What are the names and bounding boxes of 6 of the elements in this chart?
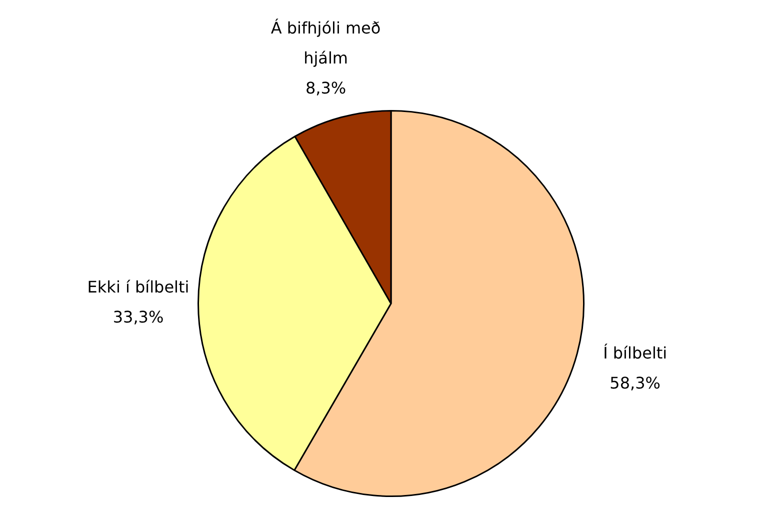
data-label: 33,3% <box>112 307 164 326</box>
slice-label: Ekki í bílbelti <box>87 277 190 296</box>
slice-label: Í bílbelti <box>603 343 668 362</box>
slice-label: Á bifhjóli með hjálm <box>270 18 381 68</box>
data-label: 58,3% <box>610 373 660 392</box>
data-label: 8,3% <box>305 78 346 98</box>
